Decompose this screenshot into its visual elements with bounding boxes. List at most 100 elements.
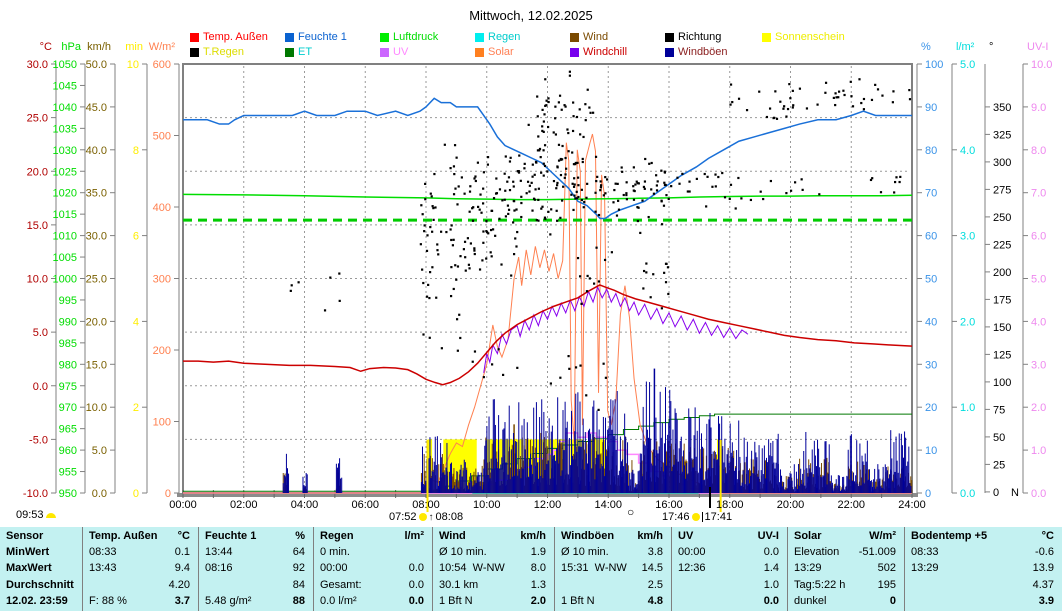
svg-text:960: 960	[59, 445, 77, 457]
x-tick-label: 18:00	[715, 499, 744, 511]
cell-label: 15:31 W-NW	[561, 562, 627, 575]
svg-text:°: °	[989, 41, 993, 53]
legend-label: Temp. Außen	[203, 31, 268, 43]
legend-item-wind: Wind	[570, 31, 608, 43]
cell-label: Elevation	[794, 546, 840, 559]
svg-text:600: 600	[153, 59, 171, 71]
svg-text:W/m²: W/m²	[149, 41, 176, 53]
svg-text:20.0: 20.0	[27, 166, 48, 178]
legend-label: Windböen	[678, 46, 728, 58]
cell-label: Regen	[320, 530, 354, 542]
table-cell: MinWert	[0, 544, 82, 560]
cell-label: 12.02. 23:59	[6, 594, 68, 607]
series-humidity	[183, 97, 912, 220]
svg-text:985: 985	[59, 338, 77, 350]
svg-text:5.0: 5.0	[33, 327, 48, 339]
svg-text:20: 20	[925, 402, 937, 414]
svg-text:10: 10	[127, 59, 139, 71]
svg-text:10.0: 10.0	[27, 274, 48, 286]
svg-text:10: 10	[925, 445, 937, 457]
table-cell: 13:29 502	[788, 560, 904, 576]
cell-label: 08:33	[89, 546, 117, 559]
table-cell: Feuchte 1%	[199, 528, 313, 544]
legend-swatch-icon	[380, 47, 389, 57]
x-tick-label: 24:00	[898, 499, 926, 511]
cell-value: 0.0	[408, 594, 424, 607]
svg-text:1035: 1035	[53, 123, 77, 135]
svg-text:300: 300	[993, 157, 1011, 169]
table-cell: MaxWert	[0, 560, 82, 576]
table-column-sensor: Sensor MinWert MaxWert Durchschnitt 12.02. 2…	[0, 527, 82, 611]
legend-label: ET	[298, 46, 313, 58]
cell-value: 1.9	[530, 546, 546, 559]
x-tick-label: 04:00	[290, 499, 319, 511]
table-cell: Wind km/h	[433, 528, 554, 544]
svg-text:0.0: 0.0	[33, 381, 48, 393]
cell-label: Ø 10 min.	[561, 546, 609, 559]
moon-phase-icon: ○	[627, 505, 635, 519]
axis-sunmin: min 0 2 4 6 8 10	[125, 41, 148, 500]
moonrise-time: 09:53	[16, 509, 44, 521]
cell-value: 502	[877, 562, 896, 575]
table-cell: 00:00 0.0	[672, 544, 787, 560]
table-cell: Bodentemp +5 °C	[905, 528, 1062, 544]
svg-text:25.0: 25.0	[86, 274, 107, 286]
legend-swatch-icon	[570, 47, 579, 57]
sunset-divider	[701, 512, 703, 522]
cell-value: 88	[292, 594, 305, 607]
svg-text:80: 80	[925, 145, 937, 157]
table-cell: Tag:5:22 h 195	[788, 577, 904, 593]
svg-text:5.0: 5.0	[1031, 274, 1046, 286]
svg-text:N: N	[1011, 487, 1019, 499]
svg-text:300: 300	[153, 274, 171, 286]
sunrise-time: 07:52	[389, 511, 417, 523]
svg-text:5.0: 5.0	[92, 445, 107, 457]
cell-value: 0.0	[408, 562, 424, 575]
table-cell: 2.5	[555, 577, 671, 593]
series-windchill	[483, 285, 749, 373]
table-column-solar: Solar W/m² Elevation -51.009 13:29 502 Tag:5:2…	[787, 527, 904, 611]
cell-value: 1.4	[763, 562, 779, 575]
svg-text:25.0: 25.0	[27, 113, 48, 125]
cell-label: 12:36	[678, 562, 706, 575]
plot-area	[182, 63, 913, 494]
cell-value: 4.20	[168, 578, 190, 591]
svg-text:4: 4	[133, 316, 139, 328]
svg-text:1030: 1030	[53, 145, 77, 157]
svg-text:0.0: 0.0	[92, 488, 107, 500]
table-cell: 00:00 0.0	[314, 560, 432, 576]
svg-text:40: 40	[925, 316, 937, 328]
axis-solar: W/m² 0 100 200 300 400 500 600	[149, 41, 180, 500]
table-cell: 84	[199, 577, 313, 593]
table-cell: 08:33 0.1	[83, 544, 198, 560]
svg-text:400: 400	[153, 202, 171, 214]
cell-label: 13:29	[794, 562, 822, 575]
svg-text:0: 0	[925, 488, 931, 500]
svg-text:200: 200	[993, 267, 1011, 279]
cell-value: 3.8	[647, 546, 663, 559]
table-cell: dunkel 0	[788, 593, 904, 609]
cell-label: 00:00	[320, 562, 348, 575]
cell-value: 14.5	[641, 562, 663, 575]
cell-label: MinWert	[6, 546, 50, 559]
cell-value: km/h	[520, 530, 546, 542]
cell-label: 00:00	[678, 546, 706, 559]
x-tick-label: 00:00	[169, 499, 197, 511]
svg-text:2.0: 2.0	[960, 316, 975, 328]
cell-value: 92	[292, 562, 305, 575]
x-tick-label: 08:00	[412, 499, 440, 511]
series-sun-markers	[426, 440, 722, 512]
svg-text:50: 50	[925, 274, 937, 286]
legend-label: UV	[393, 46, 409, 58]
table-cell: Regen l/m²	[314, 528, 432, 544]
svg-text:500: 500	[153, 131, 171, 143]
cell-label: Temp. Außen	[89, 530, 158, 542]
svg-text:60: 60	[925, 231, 937, 243]
cell-value: °C	[1041, 530, 1054, 542]
table-cell: Ø 10 min. 3.8	[555, 544, 671, 560]
cell-label: Durchschnitt	[6, 578, 74, 591]
x-tick-label: 20:00	[776, 499, 805, 511]
cell-value: km/h	[637, 530, 663, 542]
svg-text:1025: 1025	[53, 166, 77, 178]
cell-label: 13:29	[911, 562, 939, 575]
